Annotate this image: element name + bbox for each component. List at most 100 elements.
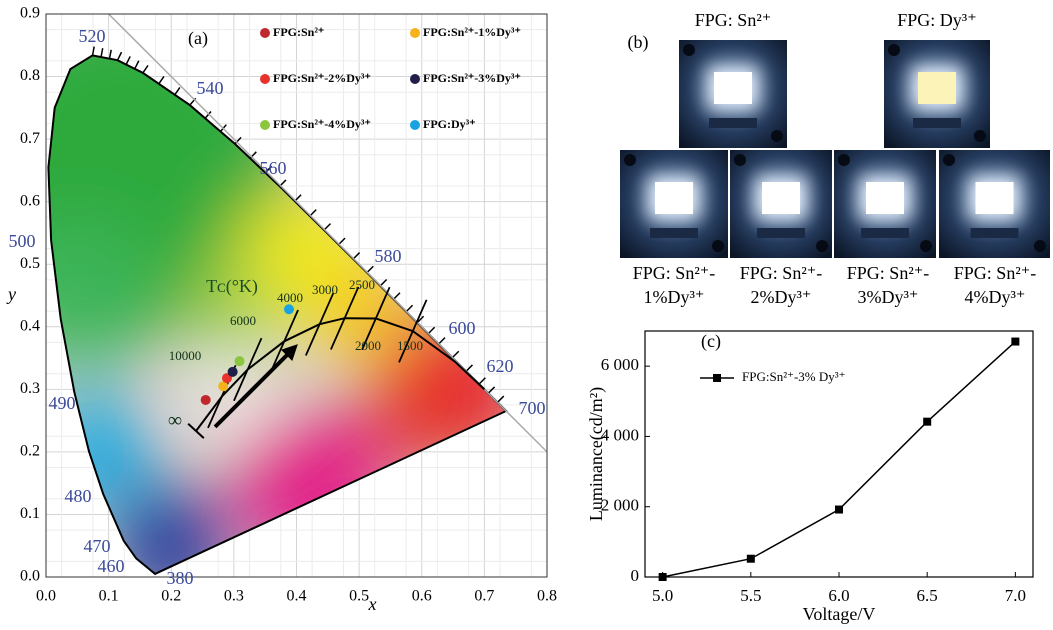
legend-marker [410,28,420,38]
led-chip [714,72,752,104]
led-chip [976,182,1014,214]
y-tick-label: 0 [631,566,640,585]
wavelength-label: 620 [487,356,514,376]
cct-label: 1500 [397,338,423,353]
legend-marker [260,28,270,38]
photo-hole [943,154,955,166]
wavelength-label: 490 [49,393,76,413]
legend-label: FPG:Sn²⁺-1%Dy³⁺ [423,25,521,39]
wavelength-label: 520 [79,26,106,46]
scatter-point [284,304,294,314]
legend-label: FPG:Sn²⁺ [273,25,324,39]
photo-label: 4%Dy³⁺ [965,287,1026,307]
y-axis-label: y [6,284,16,304]
cct-label: 4000 [277,290,303,305]
y-tick-label: 0.9 [20,5,40,22]
panel-label: (b) [628,32,649,53]
photo-label: FPG: Dy³⁺ [897,10,976,30]
legend-label: FPG:Sn²⁺-4%Dy³⁺ [273,117,371,131]
legend-marker [410,74,420,84]
photo-label: FPG: Sn²⁺- [847,263,929,283]
wavelength-label: 560 [260,158,287,178]
y-tick-label: 0.6 [20,192,40,209]
photo-label: FPG: Sn²⁺- [740,263,822,283]
photo-hole [624,154,636,166]
cct-label: 10000 [169,348,202,363]
y-tick-label: 0.2 [20,443,40,460]
y-tick-label: 0.1 [20,505,40,522]
x-tick-label: 5.5 [740,586,761,605]
photo-hole [838,154,850,166]
series-marker [923,418,931,426]
y-tick-label: 0.7 [20,130,40,147]
figure: 0.00.10.20.30.40.50.60.70.80.00.10.20.30… [0,0,1053,630]
x-tick-label: 0.8 [537,588,557,605]
cct-label: 2500 [349,277,375,292]
series-marker [747,555,755,563]
x-tick-label: 0.1 [99,588,119,605]
x-tick-label: 7.0 [1005,586,1026,605]
photo-pad [757,228,805,238]
page: 0.00.10.20.30.40.50.60.70.80.00.10.20.30… [0,0,1053,630]
legend-marker [260,74,270,84]
photo-pad [913,118,961,128]
scatter-point [235,356,245,366]
led-chip [655,182,693,214]
cct-label: 2000 [355,338,381,353]
x-tick-label: 0.0 [36,588,56,605]
plot-frame [645,331,1033,577]
photo-label: FPG: Sn²⁺ [695,10,771,30]
wavelength-label: 470 [84,536,111,556]
photo-pad [971,228,1019,238]
photo-hole [920,240,932,252]
series-marker [659,573,667,581]
photo-label: 1%Dy³⁺ [644,287,705,307]
photo-hole [712,240,724,252]
photo-hole [734,154,746,166]
wavelength-label: 600 [449,318,476,338]
photo-label: 2%Dy³⁺ [751,287,812,307]
photo-hole [816,240,828,252]
photo-pad [861,228,909,238]
x-tick-label: 0.6 [412,588,432,605]
photo-hole [771,130,783,142]
legend-label: FPG:Sn²⁺-2%Dy³⁺ [273,71,371,85]
led-chip [762,182,800,214]
wavelength-label: 460 [98,556,125,576]
x-axis-label: x [368,594,377,614]
photo-hole [888,44,900,56]
y-tick-label: 6 000 [601,355,639,374]
photo-label: 3%Dy³⁺ [858,287,919,307]
x-tick-label: 0.5 [349,588,369,605]
wavelength-label: 480 [65,486,92,506]
photo-label: FPG: Sn²⁺- [633,263,715,283]
legend-label: FPG:Sn²⁺-3%Dy³⁺ [423,71,521,85]
x-tick-label: 0.2 [161,588,181,605]
y-tick-label: 2 000 [601,496,639,515]
legend-label: FPG:Sn²⁺-3% Dy³⁺ [742,369,846,384]
panel-label: (a) [188,28,208,49]
x-tick-label: 5.0 [652,586,673,605]
series-marker [835,506,843,514]
photo-pad [709,118,757,128]
legend-marker [713,374,721,382]
y-tick-label: 0.3 [20,380,40,397]
cct-label: 3000 [312,282,338,297]
cct-title: Tᴄ(°K) [206,276,258,297]
wavelength-label: 500 [9,231,36,251]
legend-label: FPG:Dy³⁺ [423,117,476,131]
y-tick-label: 0.8 [20,67,40,84]
wavelength-label: 700 [519,398,546,418]
photo-hole [1034,240,1046,252]
y-axis-label: Luminance(cd/m²) [586,387,607,521]
wavelength-label: 380 [167,568,194,588]
wavelength-label: 580 [375,246,402,266]
led-chip [866,182,904,214]
y-tick-label: 4 000 [601,425,639,444]
wavelength-label: 540 [197,78,224,98]
legend-marker [410,120,420,130]
photo-label: FPG: Sn²⁺- [954,263,1036,283]
photo-hole [683,44,695,56]
x-tick-label: 6.0 [828,586,849,605]
scatter-point [201,395,211,405]
